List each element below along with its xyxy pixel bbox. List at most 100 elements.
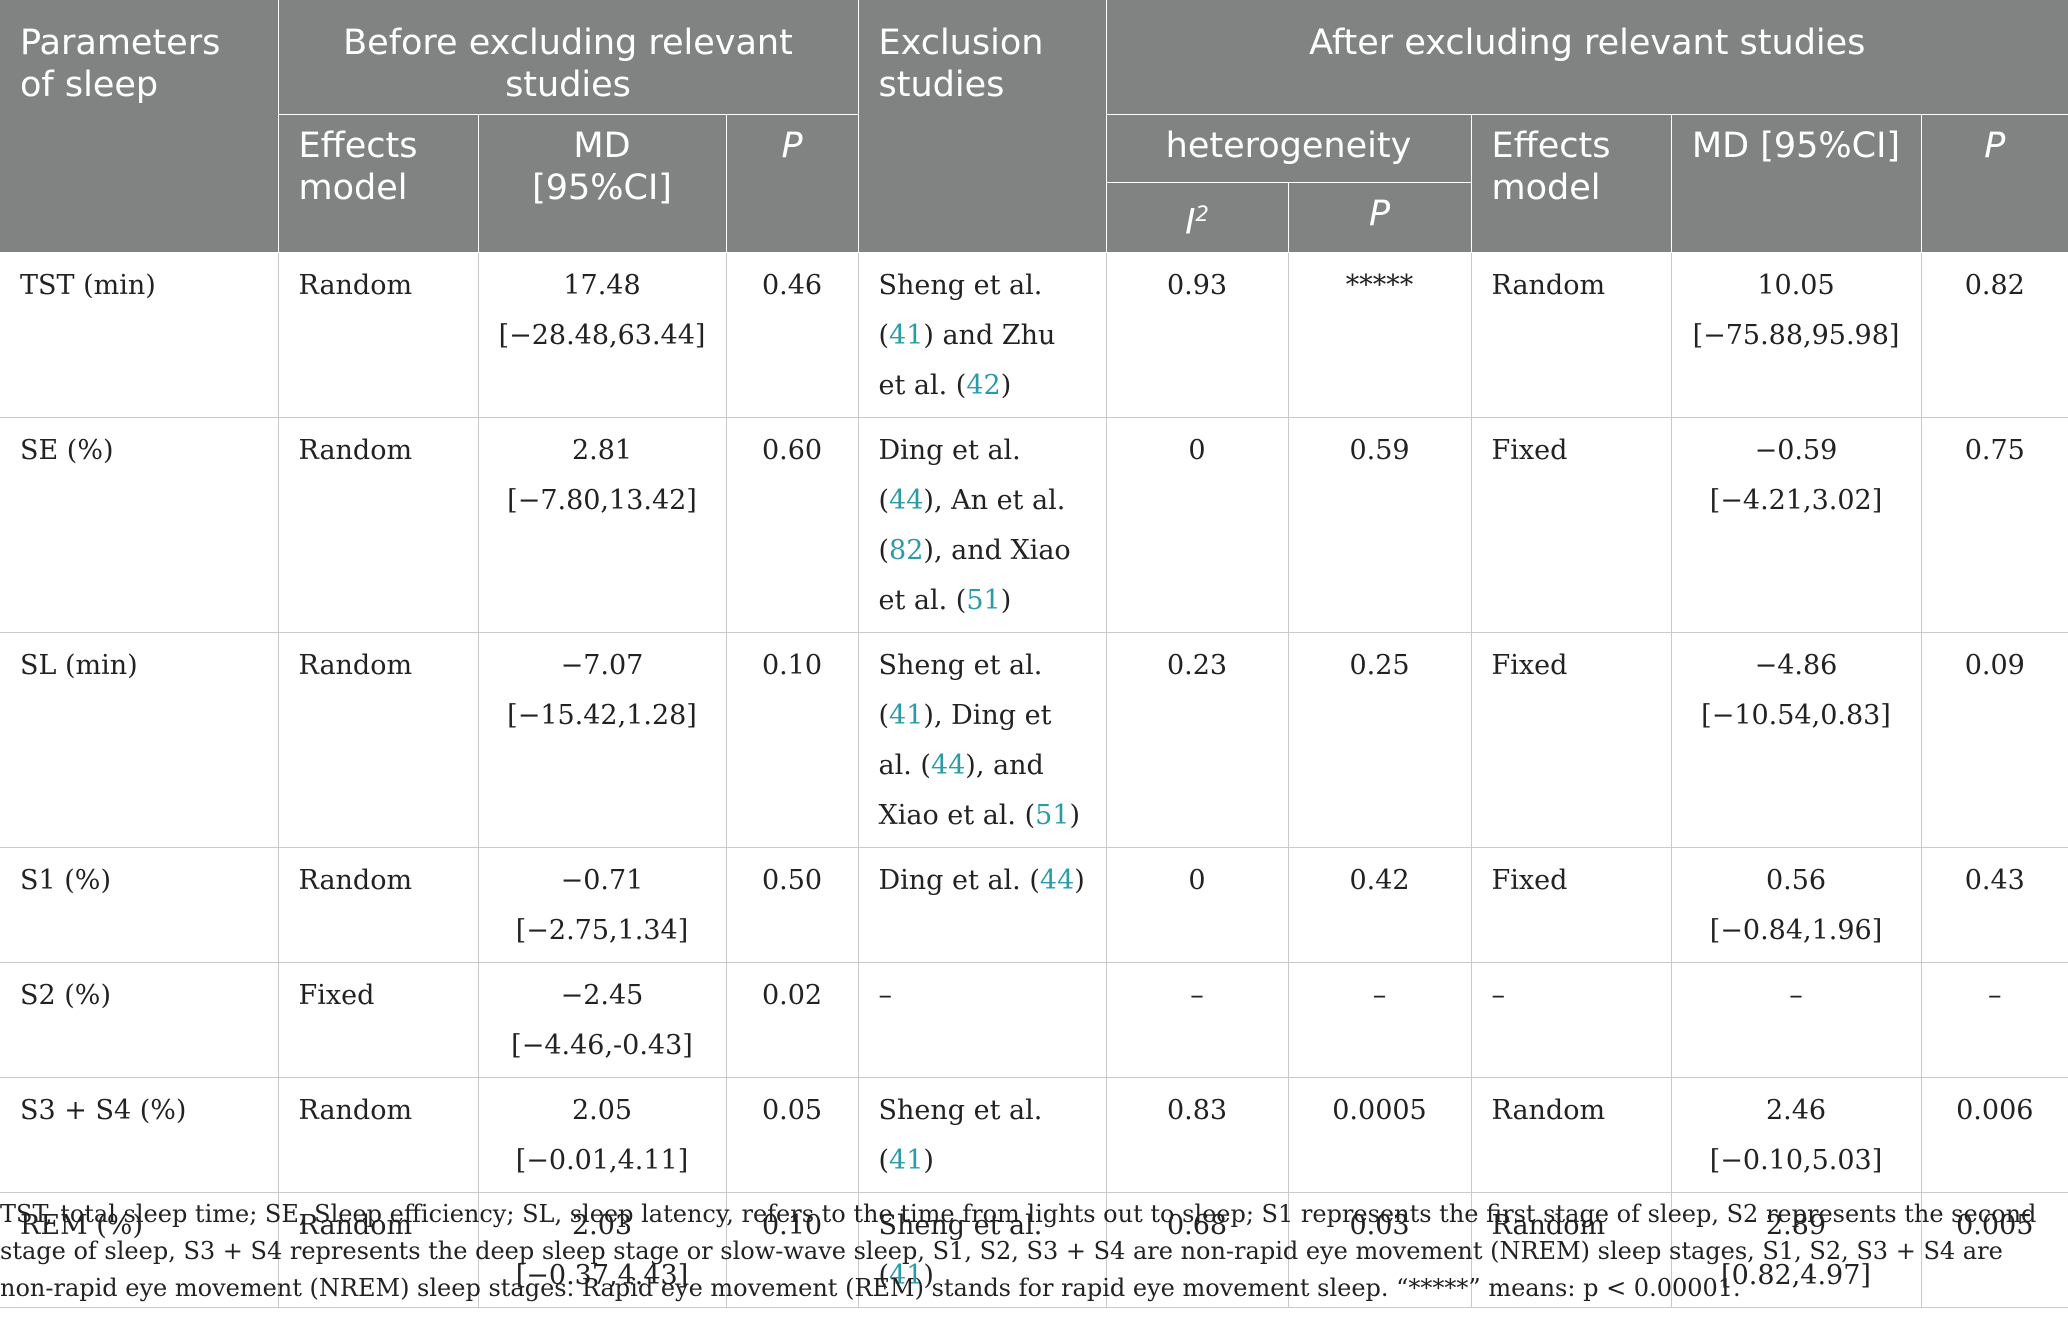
exclusion-text: Sheng et al. ( — [878, 1209, 1043, 1291]
row-exclusion: Sheng et al. (41), Ding et al. (44), and… — [858, 632, 1107, 848]
table-row: SL (min) Random −7.07 [−15.42,1.28] 0.10 She… — [0, 632, 2068, 848]
table-header: Parameters of sleep Before excluding rel… — [0, 0, 2068, 253]
header-i: I — [1185, 202, 1196, 243]
reference-link[interactable]: 44 — [889, 484, 924, 516]
reference-link[interactable]: 42 — [966, 369, 1001, 401]
row-md-after: – — [1671, 962, 1922, 1078]
header-i-squared: I2 — [1105, 182, 1289, 253]
row-md-before: 2.05 [−0.01,4.11] — [478, 1077, 727, 1193]
row-model-after: Fixed — [1471, 847, 1672, 963]
row-model-after: Random — [1471, 1077, 1672, 1193]
row-md-before: −0.71 [−2.75,1.34] — [478, 847, 727, 963]
table-row: SE (%) Random 2.81 [−7.80,13.42] 0.60 Ding e… — [0, 417, 2068, 633]
row-param: S3 + S4 (%) — [0, 1077, 279, 1193]
row-model-before: Random — [278, 1192, 479, 1308]
row-i-squared: 0.23 — [1106, 632, 1289, 848]
row-param: SL (min) — [0, 632, 279, 848]
row-p-before: 0.05 — [726, 1077, 859, 1193]
row-md-before: 2.81 [−7.80,13.42] — [478, 417, 727, 633]
exclusion-text: ) — [1000, 369, 1012, 401]
row-model-after: Random — [1471, 252, 1672, 418]
header-p-after: P — [1920, 114, 2068, 253]
exclusion-text: ), Ding et al. ( — [878, 699, 1052, 781]
row-i-squared: – — [1106, 962, 1289, 1078]
row-md-before: 2.03 [−0.37,4.43] — [478, 1192, 727, 1308]
row-model-before: Random — [278, 847, 479, 963]
row-md-after: 10.05 [−75.88,95.98] — [1671, 252, 1922, 418]
reference-link[interactable]: 41 — [889, 1144, 924, 1176]
reference-link[interactable]: 51 — [1035, 799, 1070, 831]
header-after: After excluding relevant studies — [1105, 0, 2068, 115]
row-p-heterogeneity: – — [1288, 962, 1472, 1078]
row-model-before: Random — [278, 417, 479, 633]
exclusion-text: Sheng et al. ( — [878, 269, 1043, 351]
table-footnote: TST, total sleep time; SE, Sleep efficie… — [0, 1200, 2037, 1302]
row-model-after: Fixed — [1471, 632, 1672, 848]
reference-link[interactable]: 41 — [889, 699, 924, 731]
header-p-before: P — [725, 114, 859, 253]
row-p-before: 0.50 — [726, 847, 859, 963]
row-param: SE (%) — [0, 417, 279, 633]
row-exclusion: – — [858, 962, 1107, 1078]
header-md-ci-after: MD [95%CI] — [1670, 114, 1922, 253]
row-model-after: Random — [1471, 1192, 1672, 1308]
row-i-squared: 0.83 — [1106, 1077, 1289, 1193]
row-exclusion: Sheng et al. (41) — [858, 1192, 1107, 1308]
row-p-before: 0.10 — [726, 632, 859, 848]
row-md-before: −7.07 [−15.42,1.28] — [478, 632, 727, 848]
exclusion-text: ), and Xiao et al. ( — [878, 749, 1044, 831]
row-p-heterogeneity: 0.25 — [1288, 632, 1472, 848]
row-p-after: 0.75 — [1921, 417, 2068, 633]
row-md-before: 17.48 [−28.48,63.44] — [478, 252, 727, 418]
row-i-squared: 0 — [1106, 417, 1289, 633]
header-md-ci-before: MD [95%CI] — [477, 114, 727, 253]
table-row: TST (min) Random 17.48 [−28.48,63.44] 0.46 S… — [0, 252, 2068, 418]
header-heterogeneity: heterogeneity — [1105, 114, 1472, 183]
exclusion-text: Ding et al. ( — [878, 434, 1021, 516]
table-body: TST (min) Random 17.48 [−28.48,63.44] 0.46 S… — [0, 252, 2068, 1308]
reference-link[interactable]: 44 — [930, 749, 966, 781]
reference-link[interactable]: 41 — [889, 319, 924, 351]
row-i-squared: 0.93 — [1106, 252, 1289, 418]
row-p-after: – — [1921, 962, 2068, 1078]
row-i-squared: 0 — [1106, 847, 1289, 963]
row-p-after: 0.006 — [1921, 1077, 2068, 1193]
row-p-before: 0.60 — [726, 417, 859, 633]
exclusion-text: Sheng et al. ( — [878, 1094, 1043, 1176]
table-row: S1 (%) Random −0.71 [−2.75,1.34] 0.50 Ding e… — [0, 847, 2068, 963]
row-param: S2 (%) — [0, 962, 279, 1078]
row-model-before: Random — [278, 1077, 479, 1193]
header-before: Before excluding relevant studies — [277, 0, 859, 115]
exclusion-text: Ding et al. ( — [878, 864, 1040, 896]
header-p-heterogeneity: P — [1287, 182, 1472, 253]
row-md-after: 2.46 [−0.10,5.03] — [1671, 1077, 1922, 1193]
row-model-before: Fixed — [278, 962, 479, 1078]
row-p-heterogeneity: 0.42 — [1288, 847, 1472, 963]
row-model-before: Random — [278, 632, 479, 848]
reference-link[interactable]: 51 — [966, 584, 1001, 616]
row-p-after: 0.005 — [1921, 1192, 2068, 1308]
exclusion-text: – — [878, 979, 893, 1011]
header-effects-model-after: Effects model — [1470, 114, 1672, 253]
row-p-before: 0.46 — [726, 252, 859, 418]
exclusion-text: Sheng et al. ( — [878, 649, 1043, 731]
reference-link[interactable]: 41 — [889, 1259, 924, 1291]
reference-link[interactable]: 82 — [889, 534, 924, 566]
row-p-before: 0.10 — [726, 1192, 859, 1308]
row-p-heterogeneity: 0.59 — [1288, 417, 1472, 633]
row-md-after: 2.89 [0.82,4.97] — [1671, 1192, 1922, 1308]
row-md-after: −0.59 [−4.21,3.02] — [1671, 417, 1922, 633]
row-exclusion: Sheng et al. (41) and Zhu et al. (42) — [858, 252, 1107, 418]
row-param: TST (min) — [0, 252, 279, 418]
reference-link[interactable]: 44 — [1039, 864, 1075, 896]
row-md-after: −4.86 [−10.54,0.83] — [1671, 632, 1922, 848]
exclusion-text: ) — [923, 1144, 934, 1176]
table-row: S2 (%) Fixed −2.45 [−4.46,-0.43] 0.02– – – – – – — [0, 962, 2068, 1078]
row-md-after: 0.56 [−0.84,1.96] — [1671, 847, 1922, 963]
row-p-heterogeneity: ***** — [1288, 252, 1472, 418]
header-parameters: Parameters of sleep — [0, 0, 279, 253]
row-i-squared: 0.68 — [1106, 1192, 1289, 1308]
row-md-before: −2.45 [−4.46,-0.43] — [478, 962, 727, 1078]
row-model-after: Fixed — [1471, 417, 1672, 633]
